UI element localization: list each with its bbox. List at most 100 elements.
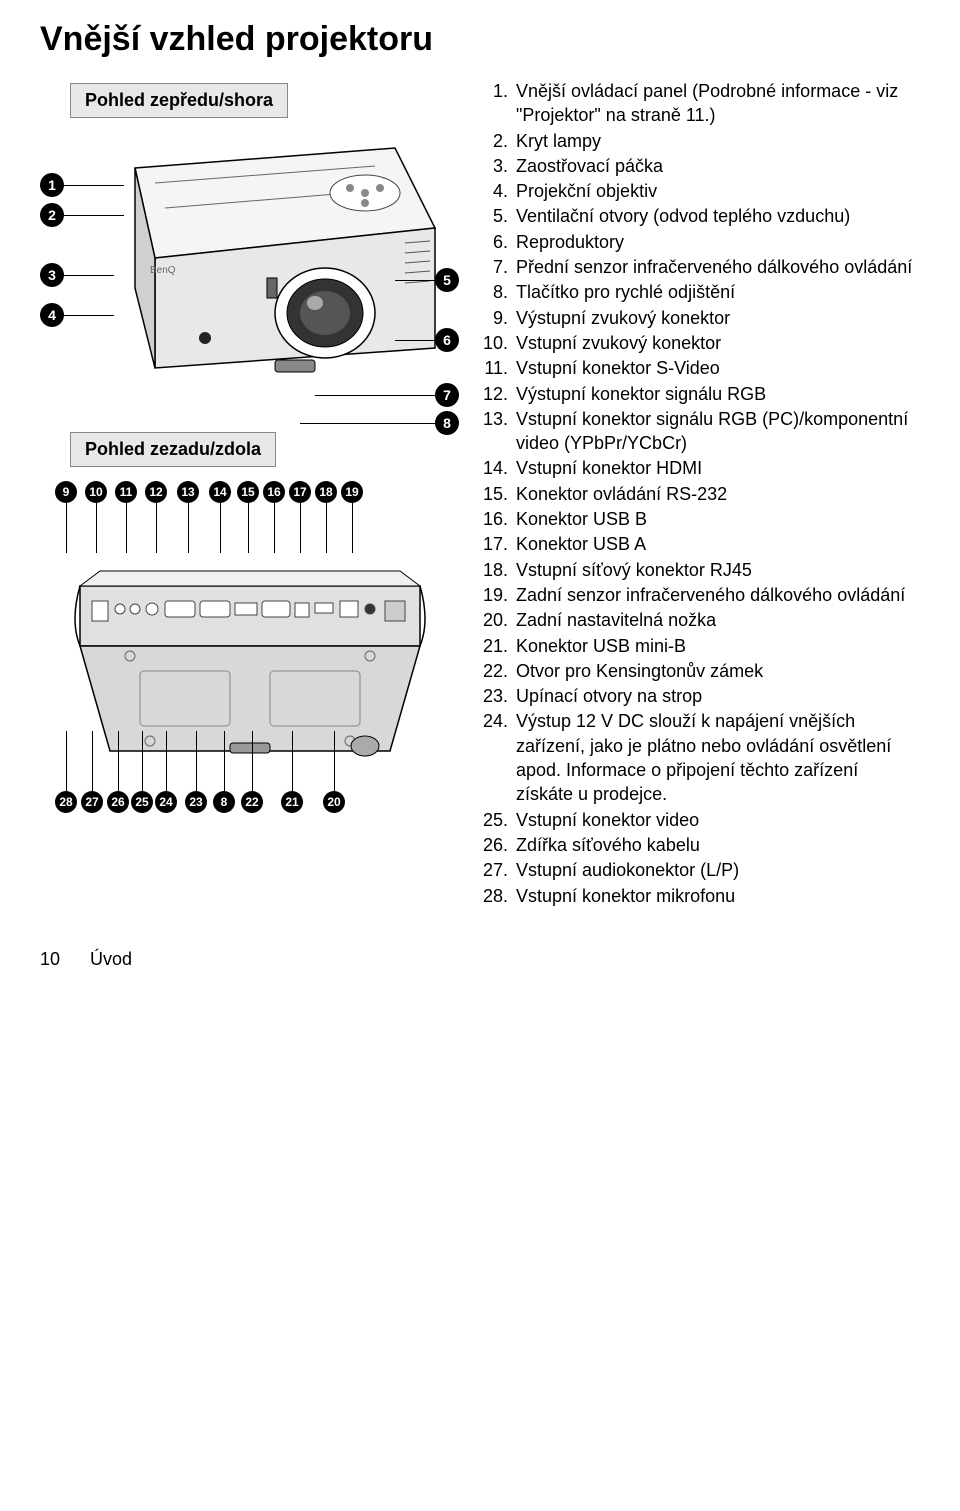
legend-item: 3.Zaostřovací páčka	[480, 154, 920, 178]
callout-22: 22	[241, 791, 263, 813]
callout-16: 16	[263, 481, 285, 503]
callout-12: 12	[145, 481, 167, 503]
legend-item: 24.Výstup 12 V DC slouží k napájení vněj…	[480, 709, 920, 806]
legend-item: 17.Konektor USB A	[480, 532, 920, 556]
legend-item: 25.Vstupní konektor video	[480, 808, 920, 832]
legend-item-text: Výstupní zvukový konektor	[516, 306, 920, 330]
legend-item-number: 13.	[480, 407, 516, 456]
rear-view-label: Pohled zezadu/zdola	[70, 432, 276, 467]
legend-item: 8.Tlačítko pro rychlé odjištění	[480, 280, 920, 304]
legend-item-text: Vstupní konektor HDMI	[516, 456, 920, 480]
legend-item: 13.Vstupní konektor signálu RGB (PC)/kom…	[480, 407, 920, 456]
legend-item-number: 12.	[480, 382, 516, 406]
callout-27: 27	[81, 791, 103, 813]
legend-item: 14.Vstupní konektor HDMI	[480, 456, 920, 480]
legend-item: 9.Výstupní zvukový konektor	[480, 306, 920, 330]
callout-17: 17	[289, 481, 311, 503]
legend-item-number: 18.	[480, 558, 516, 582]
callout-13: 13	[177, 481, 199, 503]
footer-section-name: Úvod	[90, 949, 132, 970]
legend-item-text: Výstup 12 V DC slouží k napájení vnějšíc…	[516, 709, 920, 806]
callout-23: 23	[185, 791, 207, 813]
legend-item-number: 24.	[480, 709, 516, 806]
callout-26: 26	[107, 791, 129, 813]
legend-item: 11.Vstupní konektor S-Video	[480, 356, 920, 380]
callout-25: 25	[131, 791, 153, 813]
callout-3: 3	[40, 263, 64, 287]
legend-item-text: Upínací otvory na strop	[516, 684, 920, 708]
legend-item-number: 17.	[480, 532, 516, 556]
legend-item: 27.Vstupní audiokonektor (L/P)	[480, 858, 920, 882]
legend-item: 10.Vstupní zvukový konektor	[480, 331, 920, 355]
callout-24: 24	[155, 791, 177, 813]
legend-item-text: Reproduktory	[516, 230, 920, 254]
callout-9: 9	[55, 481, 77, 503]
legend-item-number: 19.	[480, 583, 516, 607]
legend-item-number: 9.	[480, 306, 516, 330]
legend-item-text: Zadní senzor infračerveného dálkového ov…	[516, 583, 920, 607]
legend-item-text: Konektor ovládání RS-232	[516, 482, 920, 506]
legend-item: 2.Kryt lampy	[480, 129, 920, 153]
callout-11: 11	[115, 481, 137, 503]
legend-item-text: Vstupní konektor video	[516, 808, 920, 832]
legend-item-number: 21.	[480, 634, 516, 658]
legend-item-text: Projekční objektiv	[516, 179, 920, 203]
legend-item-text: Zadní nastavitelná nožka	[516, 608, 920, 632]
callout-8: 8	[213, 791, 235, 813]
legend-item: 21.Konektor USB mini-B	[480, 634, 920, 658]
legend-item-text: Vstupní audiokonektor (L/P)	[516, 858, 920, 882]
callout-18: 18	[315, 481, 337, 503]
legend-item-text: Vnější ovládací panel (Podrobné informac…	[516, 79, 920, 128]
legend-item-text: Vstupní zvukový konektor	[516, 331, 920, 355]
page-footer: 10 Úvod	[40, 949, 920, 970]
callout-14: 14	[209, 481, 231, 503]
legend-item-number: 28.	[480, 884, 516, 908]
legend-item-text: Vstupní konektor S-Video	[516, 356, 920, 380]
callout-15: 15	[237, 481, 259, 503]
legend-item-number: 3.	[480, 154, 516, 178]
legend-item-number: 1.	[480, 79, 516, 128]
legend-item-number: 5.	[480, 204, 516, 228]
legend-item-number: 10.	[480, 331, 516, 355]
projector-front-illustration: BenQ	[95, 138, 455, 398]
legend-item-number: 4.	[480, 179, 516, 203]
legend-item-number: 11.	[480, 356, 516, 380]
legend-item-text: Výstupní konektor signálu RGB	[516, 382, 920, 406]
legend-item: 23.Upínací otvory na strop	[480, 684, 920, 708]
legend-item-text: Konektor USB mini-B	[516, 634, 920, 658]
legend-list: 1.Vnější ovládací panel (Podrobné inform…	[470, 79, 920, 909]
callout-2: 2	[40, 203, 64, 227]
legend-item-text: Zaostřovací páčka	[516, 154, 920, 178]
legend-item: 6.Reproduktory	[480, 230, 920, 254]
front-view-diagram: 1 2 3 4	[40, 138, 460, 398]
legend-item: 28.Vstupní konektor mikrofonu	[480, 884, 920, 908]
legend-item-number: 25.	[480, 808, 516, 832]
legend-item-number: 22.	[480, 659, 516, 683]
footer-page-number: 10	[40, 949, 60, 970]
legend-item-number: 23.	[480, 684, 516, 708]
legend-item: 20.Zadní nastavitelná nožka	[480, 608, 920, 632]
rear-view-diagram: 910111213141516171819	[40, 481, 460, 821]
legend-item-text: Ventilační otvory (odvod teplého vzduchu…	[516, 204, 920, 228]
callout-1: 1	[40, 173, 64, 197]
page-title: Vnější vzhled projektoru	[40, 20, 920, 59]
legend-item: 19.Zadní senzor infračerveného dálkového…	[480, 583, 920, 607]
callout-21: 21	[281, 791, 303, 813]
legend-item: 12.Výstupní konektor signálu RGB	[480, 382, 920, 406]
legend-item: 22.Otvor pro Kensingtonův zámek	[480, 659, 920, 683]
legend-item-number: 14.	[480, 456, 516, 480]
legend-item-number: 15.	[480, 482, 516, 506]
callout-28: 28	[55, 791, 77, 813]
legend-item-number: 16.	[480, 507, 516, 531]
callout-10: 10	[85, 481, 107, 503]
legend-item-text: Vstupní konektor signálu RGB (PC)/kompon…	[516, 407, 920, 456]
projector-rear-illustration	[70, 551, 430, 771]
callout-8: 8	[435, 411, 459, 435]
legend-item: 16.Konektor USB B	[480, 507, 920, 531]
legend-item-number: 27.	[480, 858, 516, 882]
legend-item-number: 7.	[480, 255, 516, 279]
legend-item-text: Tlačítko pro rychlé odjištění	[516, 280, 920, 304]
legend-item-text: Zdířka síťového kabelu	[516, 833, 920, 857]
legend-item: 5.Ventilační otvory (odvod teplého vzduc…	[480, 204, 920, 228]
callout-6: 6	[435, 328, 459, 352]
